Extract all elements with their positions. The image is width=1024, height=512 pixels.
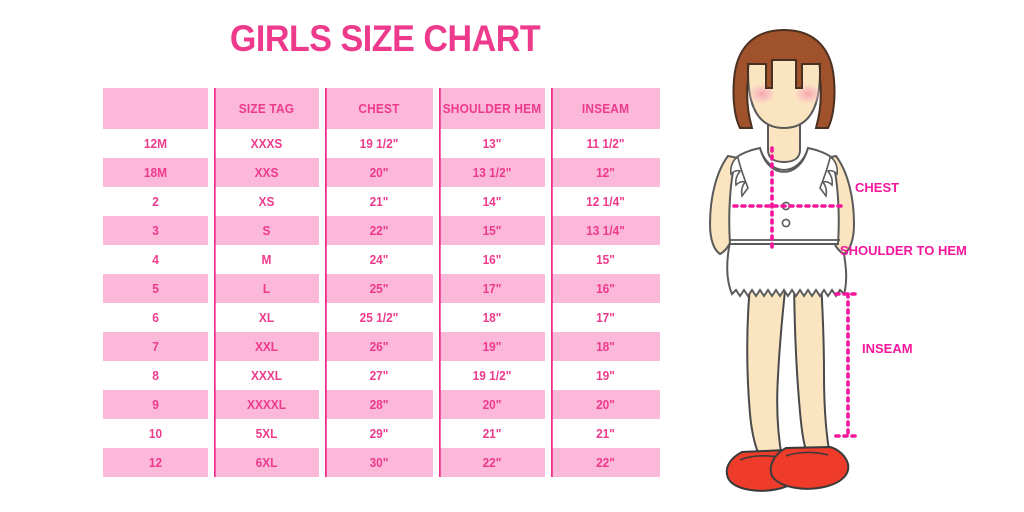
cell-shoulder-hem: 18" bbox=[438, 303, 546, 332]
cell-inseam: 20" bbox=[550, 390, 661, 419]
cell-shoulder-hem: 19" bbox=[438, 332, 546, 361]
cell-shoulder-hem: 15" bbox=[438, 216, 546, 245]
measurement-label-chest: CHEST bbox=[855, 180, 900, 195]
cell-chest: 29" bbox=[324, 419, 434, 448]
cell-inseam: 17" bbox=[550, 303, 661, 332]
cell-inseam: 16" bbox=[550, 274, 661, 303]
column-header-size-tag: SIZE TAG bbox=[213, 88, 320, 129]
skirt-group bbox=[726, 241, 848, 298]
hair bbox=[732, 28, 836, 129]
cell-size-tag: S bbox=[213, 216, 320, 245]
column-header-chest: CHEST bbox=[324, 88, 434, 129]
cell-size-tag: XXL bbox=[213, 332, 320, 361]
cell-size: 9 bbox=[102, 390, 209, 419]
cell-inseam: 15" bbox=[550, 245, 661, 274]
table-row: 4 M 24" 16" 15" bbox=[100, 245, 663, 274]
cell-size-tag: XXXL bbox=[213, 361, 320, 390]
cell-size: 6 bbox=[102, 303, 209, 332]
cell-size-tag: L bbox=[213, 274, 320, 303]
cell-size-tag: XS bbox=[213, 187, 320, 216]
cell-chest: 30" bbox=[324, 448, 434, 477]
cell-size: 4 bbox=[102, 245, 209, 274]
cell-size-tag: 5XL bbox=[213, 419, 320, 448]
table-row: 18M XXS 20" 13 1/2" 12" bbox=[100, 158, 663, 187]
cell-chest: 25" bbox=[324, 274, 434, 303]
cell-size: 8 bbox=[102, 361, 209, 390]
cell-size: 18M bbox=[102, 158, 209, 187]
cell-chest: 21" bbox=[324, 187, 434, 216]
cell-shoulder-hem: 16" bbox=[438, 245, 546, 274]
cell-inseam: 13 1/4" bbox=[550, 216, 661, 245]
cell-chest: 20" bbox=[324, 158, 434, 187]
cell-inseam: 22" bbox=[550, 448, 661, 477]
cell-shoulder-hem: 14" bbox=[438, 187, 546, 216]
cell-size: 2 bbox=[102, 187, 209, 216]
size-chart-table: SIZE TAG CHEST SHOULDER HEM INSEAM 12M X… bbox=[100, 88, 663, 477]
cell-shoulder-hem: 21" bbox=[438, 419, 546, 448]
cell-shoulder-hem: 13 1/2" bbox=[438, 158, 546, 187]
cell-size-tag: XL bbox=[213, 303, 320, 332]
cell-size: 12M bbox=[102, 129, 209, 158]
cell-size: 10 bbox=[102, 419, 209, 448]
table-row: 3 S 22" 15" 13 1/4" bbox=[100, 216, 663, 245]
table-header-row: SIZE TAG CHEST SHOULDER HEM INSEAM bbox=[100, 88, 663, 129]
cell-chest: 27" bbox=[324, 361, 434, 390]
table-row: 12M XXXS 19 1/2" 13" 11 1/2" bbox=[100, 129, 663, 158]
cell-chest: 19 1/2" bbox=[324, 129, 434, 158]
cell-shoulder-hem: 13" bbox=[438, 129, 546, 158]
cell-inseam: 12 1/4" bbox=[550, 187, 661, 216]
cell-size: 3 bbox=[102, 216, 209, 245]
cell-shoulder-hem: 20" bbox=[438, 390, 546, 419]
measurement-label-shoulder-to-hem: SHOULDER TO HEM bbox=[840, 243, 967, 258]
cell-inseam: 21" bbox=[550, 419, 661, 448]
cell-size-tag: 6XL bbox=[213, 448, 320, 477]
table-row: 7 XXL 26" 19" 18" bbox=[100, 332, 663, 361]
girl-figure-illustration bbox=[690, 28, 1024, 500]
cell-chest: 24" bbox=[324, 245, 434, 274]
cell-size-tag: XXXS bbox=[213, 129, 320, 158]
column-header-inseam: INSEAM bbox=[550, 88, 661, 129]
measurement-lines bbox=[732, 146, 862, 438]
cell-inseam: 12" bbox=[550, 158, 661, 187]
cell-shoulder-hem: 22" bbox=[438, 448, 546, 477]
measurement-label-inseam: INSEAM bbox=[862, 341, 913, 356]
cell-size-tag: XXS bbox=[213, 158, 320, 187]
shoes-group bbox=[725, 445, 850, 492]
table-row: 2 XS 21" 14" 12 1/4" bbox=[100, 187, 663, 216]
cell-size: 7 bbox=[102, 332, 209, 361]
neck bbox=[767, 123, 801, 164]
table-row: 6 XL 25 1/2" 18" 17" bbox=[100, 303, 663, 332]
cell-chest: 28" bbox=[324, 390, 434, 419]
column-header-size bbox=[102, 88, 209, 129]
table-body: 12M XXXS 19 1/2" 13" 11 1/2" 18M XXS 20"… bbox=[100, 129, 663, 477]
cell-shoulder-hem: 19 1/2" bbox=[438, 361, 546, 390]
table-row: 9 XXXXL 28" 20" 20" bbox=[100, 390, 663, 419]
cell-size: 12 bbox=[102, 448, 209, 477]
cell-inseam: 11 1/2" bbox=[550, 129, 661, 158]
cell-size: 5 bbox=[102, 274, 209, 303]
cell-shoulder-hem: 17" bbox=[438, 274, 546, 303]
table-row: 12 6XL 30" 22" 22" bbox=[100, 448, 663, 477]
table-row: 10 5XL 29" 21" 21" bbox=[100, 419, 663, 448]
cell-chest: 22" bbox=[324, 216, 434, 245]
table-row: 8 XXXL 27" 19 1/2" 19" bbox=[100, 361, 663, 390]
table-row: 5 L 25" 17" 16" bbox=[100, 274, 663, 303]
cell-chest: 26" bbox=[324, 332, 434, 361]
cell-chest: 25 1/2" bbox=[324, 303, 434, 332]
cell-size-tag: XXXXL bbox=[213, 390, 320, 419]
cell-inseam: 18" bbox=[550, 332, 661, 361]
column-header-shoulder-hem: SHOULDER HEM bbox=[438, 88, 546, 129]
page-title: GIRLS SIZE CHART bbox=[229, 18, 541, 59]
button-icon bbox=[781, 218, 791, 228]
cell-inseam: 19" bbox=[550, 361, 661, 390]
cell-size-tag: M bbox=[213, 245, 320, 274]
